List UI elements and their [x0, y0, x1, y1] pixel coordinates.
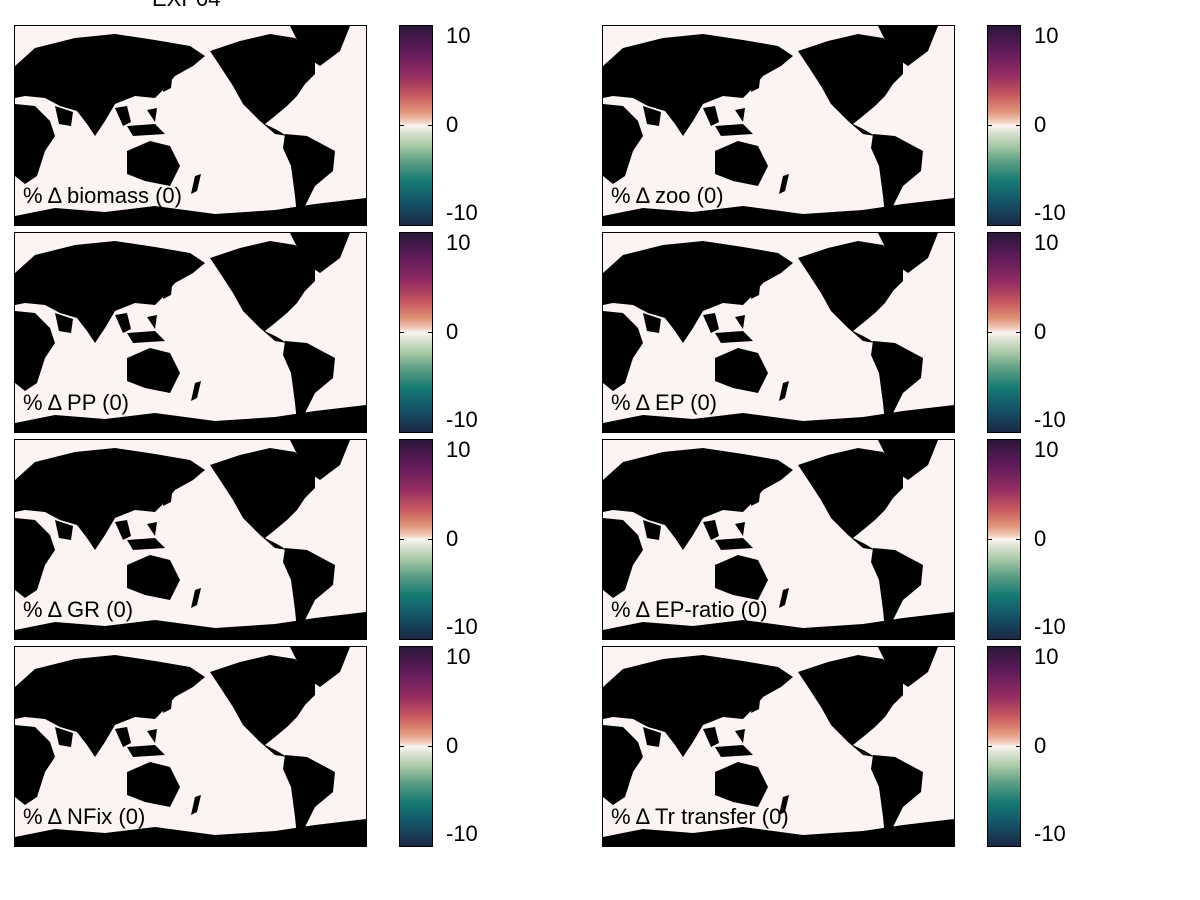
colorbar-tick-label: -10 — [446, 407, 478, 432]
panel-label: % Δ EP (0) — [611, 390, 718, 415]
map-panel-gr: % Δ GR (0) — [14, 439, 367, 640]
colorbar-tick-mark — [428, 539, 432, 540]
map-panel-pp: % Δ PP (0) — [14, 232, 367, 433]
colorbar-tick-label: 0 — [446, 319, 459, 344]
colorbar-tick-label: 0 — [1034, 319, 1047, 344]
map-panel-zoo: % Δ zoo (0) — [602, 25, 955, 226]
panel-label: % Δ NFix (0) — [23, 804, 146, 829]
colorbar — [987, 25, 1021, 226]
colorbar-tick-mark — [988, 125, 992, 126]
colorbar-tick-mark — [988, 332, 992, 333]
colorbar-tick-mark — [400, 539, 404, 540]
map-panel-ep: % Δ EP (0) — [602, 232, 955, 433]
panel-label: % Δ Tr transfer (0) — [611, 804, 789, 829]
colorbar-tick-label: 10 — [1034, 437, 1059, 462]
map-panel-ep-ratio: % Δ EP-ratio (0) — [602, 439, 955, 640]
colorbar-tick-mark — [400, 332, 404, 333]
colorbar — [987, 439, 1021, 640]
colorbar-tick-label: 10 — [1034, 644, 1059, 669]
colorbar-tick-label: -10 — [1034, 200, 1066, 225]
colorbar-tick-label: 10 — [446, 23, 471, 48]
colorbar-tick-label: 0 — [1034, 733, 1047, 758]
colorbar-tick-label: -10 — [446, 821, 478, 846]
colorbar-tick-label: 10 — [1034, 23, 1059, 48]
map-panel-tr-transfer: % Δ Tr transfer (0) — [602, 646, 955, 847]
colorbar-tick-label: -10 — [1034, 614, 1066, 639]
colorbar-tick-mark — [428, 746, 432, 747]
colorbar-tick-mark — [400, 125, 404, 126]
colorbar-tick-label: 10 — [446, 644, 471, 669]
colorbar-tick-label: 10 — [446, 437, 471, 462]
colorbar — [399, 439, 433, 640]
panel-label: % Δ EP-ratio (0) — [611, 597, 768, 622]
colorbar-tick-mark — [988, 539, 992, 540]
colorbar-tick-mark — [988, 746, 992, 747]
colorbar — [399, 646, 433, 847]
colorbar-tick-mark — [400, 746, 404, 747]
colorbar-tick-label: 0 — [446, 733, 459, 758]
map-panel-biomass: % Δ biomass (0) — [14, 25, 367, 226]
figure-title: EXP04 — [152, 0, 221, 12]
panel-label: % Δ zoo (0) — [611, 183, 724, 208]
colorbar-tick-label: -10 — [1034, 407, 1066, 432]
colorbar-tick-label: 0 — [446, 526, 459, 551]
colorbar — [987, 232, 1021, 433]
colorbar-tick-label: -10 — [446, 200, 478, 225]
colorbar-tick-label: 0 — [1034, 112, 1047, 137]
colorbar-tick-label: -10 — [1034, 821, 1066, 846]
colorbar — [987, 646, 1021, 847]
panel-label: % Δ biomass (0) — [23, 183, 182, 208]
panel-label: % Δ GR (0) — [23, 597, 134, 622]
colorbar-tick-label: 0 — [446, 112, 459, 137]
colorbar — [399, 25, 433, 226]
map-panel-nfix: % Δ NFix (0) — [14, 646, 367, 847]
colorbar-tick-mark — [428, 332, 432, 333]
colorbar-tick-label: 10 — [1034, 230, 1059, 255]
colorbar-tick-label: -10 — [446, 614, 478, 639]
colorbar-tick-mark — [428, 125, 432, 126]
colorbar — [399, 232, 433, 433]
colorbar-tick-label: 10 — [446, 230, 471, 255]
colorbar-tick-mark — [1016, 332, 1020, 333]
colorbar-tick-mark — [1016, 125, 1020, 126]
colorbar-tick-mark — [1016, 539, 1020, 540]
colorbar-tick-mark — [1016, 746, 1020, 747]
panel-label: % Δ PP (0) — [23, 390, 130, 415]
colorbar-tick-label: 0 — [1034, 526, 1047, 551]
